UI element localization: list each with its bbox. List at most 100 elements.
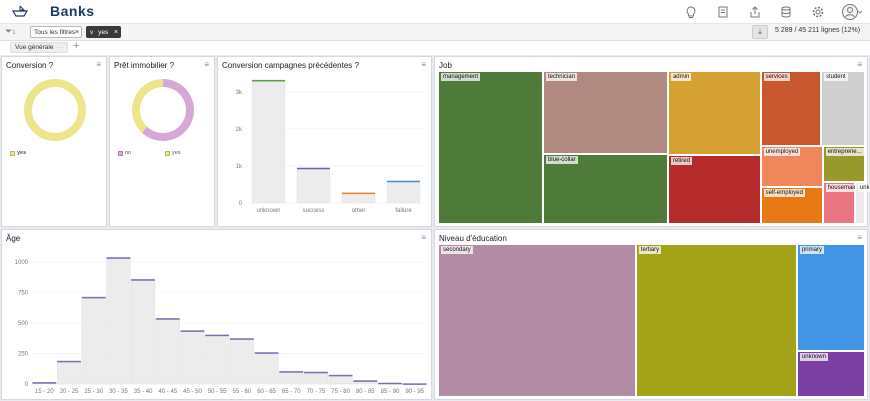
treemap-label: self-employed [763,188,805,197]
dashboard: Conversion ? ≡ yes Prêt immobilier ? ≡ n… [0,55,870,401]
treemap-cell[interactable]: primary [796,244,865,352]
treemap-cell[interactable]: entreprene... [822,146,865,183]
treemap-label: management [441,73,481,81]
bar[interactable] [254,352,279,385]
legend-item[interactable]: yes [10,150,26,156]
database-icon[interactable] [779,5,793,19]
treemap-cell[interactable]: management [438,71,543,224]
bar[interactable] [296,167,331,204]
x-tick-label: 85 - 90 [381,389,400,395]
x-tick-label: 40 - 45 [158,389,177,395]
bar[interactable] [205,334,230,385]
filter-chip-all[interactable]: Tous les filtres × [30,26,82,38]
legend-item[interactable]: no [118,150,131,156]
x-tick-label: 65 - 70 [282,389,301,395]
bar[interactable] [56,360,82,385]
treemap-cell[interactable]: retired [667,155,761,224]
panel-menu-icon[interactable]: ≡ [421,233,426,242]
view-tabs-bar: Vue générale ··· + [0,40,870,54]
filter-funnel-icon[interactable]: ⏷1 [5,26,16,36]
panel-pret-immobilier: Prêt immobilier ? ≡ no yes [109,56,215,227]
close-icon[interactable]: × [113,29,118,36]
treemap-cell[interactable]: student [820,71,865,147]
tab-label: Vue générale [15,44,54,51]
y-tick-label: 0 [239,201,243,207]
treemap-label: primary [799,246,824,254]
panel-menu-icon[interactable]: ≡ [96,60,101,69]
bar[interactable] [131,279,156,385]
treemap-label: secondary [441,246,473,254]
bar[interactable] [155,318,180,385]
treemap-cell[interactable]: unknown [796,351,865,397]
row-count: 5 289 / 45 211 lignes (12%) [775,27,861,34]
y-tick-label: 500 [18,321,29,327]
treemap: management technician blue-collar admin reti… [438,71,870,224]
panel-title: Conversion ? [6,61,54,70]
lightbulb-icon[interactable] [684,5,698,19]
bar[interactable] [303,371,328,385]
treemap-cell[interactable]: blue-collar [542,154,668,224]
bar[interactable] [251,79,286,204]
bar[interactable] [81,296,106,385]
pie-slice[interactable] [141,79,194,141]
panel-title: Niveau d'éducation [439,234,507,243]
bar-cap [328,374,353,377]
treemap-cell[interactable]: unknown [854,182,870,224]
share-icon[interactable] [748,5,762,19]
panel-menu-icon[interactable]: ≡ [857,60,862,69]
panel-conversion: Conversion ? ≡ yes [1,56,107,227]
x-tick-label: 20 - 25 [60,389,79,395]
treemap-cell[interactable]: tertiary [635,244,797,397]
x-tick-label: failure [395,208,412,214]
tab-vue-generale[interactable]: Vue générale ··· [10,42,68,53]
chart-legend: no yes [118,150,213,160]
bar[interactable] [229,338,254,385]
download-icon: ⤓ [758,27,762,36]
y-tick-label: 3k [236,90,243,96]
pie-slice[interactable] [24,79,86,141]
bar[interactable] [180,330,205,385]
notebook-icon[interactable] [716,5,730,19]
treemap-cell[interactable]: services [760,71,821,147]
legend-item[interactable]: yes [165,150,181,156]
pie-slice[interactable] [132,79,164,133]
bar-cap [205,334,229,337]
treemap-label: tertiary [638,246,662,254]
panel-menu-icon[interactable]: ≡ [857,233,862,242]
panel-menu-icon[interactable]: ≡ [421,60,426,69]
x-tick-label: 75 - 80 [331,389,350,395]
bar[interactable] [386,180,421,204]
bar-cap [342,192,375,195]
treemap-cell[interactable]: unemployed [760,146,823,187]
bar[interactable] [106,257,131,385]
more-icon[interactable]: ··· [57,44,65,51]
bar[interactable] [279,371,304,385]
bar-cap [304,371,328,374]
panel-menu-icon[interactable]: ≡ [204,60,209,69]
close-icon[interactable]: × [74,29,79,36]
treemap-label: retired [670,157,692,166]
treemap-cell[interactable]: admin [667,71,761,156]
legend-label: yes [17,150,27,156]
avatar[interactable] [842,3,862,21]
treemap: secondary tertiary primary unknown [438,244,865,397]
legend-label: yes [172,150,181,156]
add-view-button[interactable]: + [73,40,80,52]
treemap-label: unknown [799,353,828,362]
treemap-cell[interactable]: technician [542,71,668,155]
download-button[interactable]: ⤓ [752,25,768,39]
treemap-cell[interactable]: self-employed [760,186,823,224]
bar-cap [180,330,205,332]
bar-cap [252,79,285,82]
treemap-cell[interactable]: secondary [438,244,636,397]
x-tick-label: 55 - 60 [233,389,252,395]
gear-icon[interactable] [811,5,825,19]
legend-swatch [10,150,15,156]
x-tick-label: 90 - 95 [405,389,424,395]
treemap-label: admin [670,73,692,81]
legend-label: no [125,150,132,156]
bar[interactable] [341,192,376,204]
treemap-cell[interactable]: housemaid [822,182,859,224]
bar-cap [353,380,378,382]
filter-chip-yes[interactable]: v yes × [86,26,121,38]
